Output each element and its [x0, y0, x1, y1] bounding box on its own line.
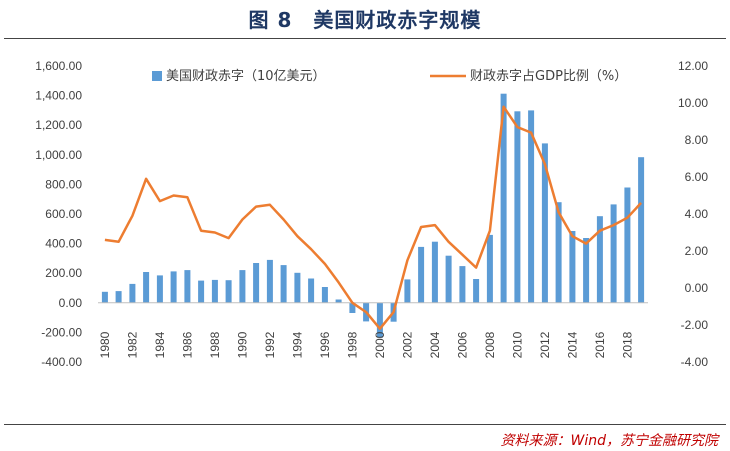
deficit-bar-1991 — [253, 263, 260, 303]
deficit-bar-1995 — [308, 278, 315, 303]
left-tick-label: 1,400.00 — [35, 89, 82, 103]
deficit-bar-2007 — [473, 279, 480, 303]
x-tick-label: 2008 — [483, 331, 497, 358]
left-tick-label: 0.00 — [59, 296, 83, 310]
x-tick-label: 1990 — [235, 331, 249, 358]
legend: 美国财政赤字（10亿美元） 财政赤字占GDP比例（%） — [152, 69, 627, 84]
right-tick-label: 0.00 — [685, 281, 709, 295]
deficit-bar-1987 — [198, 280, 205, 303]
left-tick-label: 800.00 — [45, 177, 82, 191]
right-tick-label: 6.00 — [685, 170, 709, 184]
x-tick-label: 1988 — [208, 331, 222, 358]
deficit-bar-2002 — [404, 279, 411, 303]
deficit-bar-1994 — [294, 272, 301, 303]
right-tick-label: -2.00 — [681, 318, 709, 332]
left-tick-label: 1,200.00 — [35, 118, 82, 132]
deficit-bar-2008 — [486, 234, 493, 303]
left-tick-label: 600.00 — [45, 207, 82, 221]
deficit-bar-2016 — [596, 216, 603, 303]
left-tick-label: 1,000.00 — [35, 148, 82, 162]
deficit-bar-1988 — [211, 279, 218, 303]
source-note: 资料来源：Wind，苏宁金融研究院 — [500, 433, 719, 449]
x-tick-label: 2002 — [400, 331, 414, 358]
left-tick-label: 200.00 — [45, 266, 82, 280]
right-tick-label: 4.00 — [685, 207, 709, 221]
x-tick-label: 2010 — [510, 331, 524, 358]
deficit-bar-1980 — [101, 291, 108, 303]
deficit-bar-2017 — [610, 204, 617, 303]
x-tick-label: 1986 — [180, 331, 194, 358]
x-tick-label: 1984 — [153, 331, 167, 358]
left-axis: -400.00 -200.00 0.00 200.00 400.00 600.00 800.… — [35, 59, 82, 369]
right-tick-label: 8.00 — [685, 133, 709, 147]
deficit-bar-2015 — [583, 238, 590, 303]
deficit-bar-1982 — [129, 283, 136, 303]
x-tick-label: 2016 — [593, 331, 607, 358]
deficit-bar-2006 — [459, 266, 466, 303]
left-tick-label: 1,600.00 — [35, 59, 82, 73]
deficit-bar-2009 — [500, 93, 507, 303]
deficit-bar-2019 — [638, 157, 645, 303]
x-tick-label: 2012 — [538, 331, 552, 358]
deficit-bar-2013 — [555, 202, 562, 303]
legend-label-line: 财政赤字占GDP比例（%） — [470, 69, 627, 84]
deficit-bar-1984 — [156, 275, 163, 303]
right-tick-label: 12.00 — [678, 59, 708, 73]
top-rule — [4, 38, 726, 39]
deficit-bar-1981 — [115, 291, 122, 303]
deficit-bar-2011 — [528, 110, 535, 303]
x-tick-label: 1980 — [98, 331, 112, 358]
bottom-rule — [4, 424, 726, 425]
deficit-bar-2005 — [445, 255, 452, 303]
deficit-bar-2010 — [514, 111, 521, 303]
deficit-bar-1986 — [184, 270, 191, 303]
deficit-bar-2012 — [541, 143, 548, 303]
deficit-bar-1983 — [143, 272, 150, 303]
deficit-bar-2003 — [418, 246, 425, 303]
x-tick-label: 1996 — [318, 331, 332, 358]
left-tick-label: 400.00 — [45, 237, 82, 251]
deficit-bar-2000 — [376, 302, 383, 338]
bar-series — [101, 93, 645, 338]
line-series — [104, 105, 643, 330]
x-tick-label: 2014 — [565, 331, 579, 358]
legend-label-bar: 美国财政赤字（10亿美元） — [166, 69, 326, 84]
deficit-bar-1993 — [280, 265, 287, 303]
deficit-bar-1997 — [335, 299, 342, 303]
left-tick-label: -400.00 — [41, 355, 82, 369]
x-tick-label: 2018 — [620, 331, 634, 358]
deficit-bar-1992 — [266, 259, 273, 303]
x-tick-label: 1994 — [290, 331, 304, 358]
right-tick-label: 2.00 — [685, 244, 709, 258]
x-axis: 1980 1982 1984 1986 1988 1990 1992 1994 1996 1998… — [98, 331, 635, 358]
x-tick-label: 1998 — [345, 331, 359, 358]
right-axis: -4.00 -2.00 0.00 2.00 4.00 6.00 8.00 10.00 12.00 — [678, 59, 708, 369]
deficit-bar-2004 — [431, 241, 438, 303]
x-tick-label: 2006 — [455, 331, 469, 358]
deficit-bar-2018 — [624, 187, 631, 303]
x-tick-label: 2000 — [373, 331, 387, 358]
figure-title: 图 8 美国财政赤字规模 — [248, 8, 482, 32]
deficit-bar-1985 — [170, 271, 177, 303]
right-tick-label: -4.00 — [681, 355, 709, 369]
deficit-bar-1990 — [239, 270, 246, 303]
deficit-bar-1996 — [321, 287, 328, 303]
deficit-gdp-ratio-line — [104, 105, 643, 330]
x-tick-label: 1982 — [125, 331, 139, 358]
right-tick-label: 10.00 — [678, 96, 708, 110]
deficit-bar-1998 — [349, 302, 356, 313]
deficit-bar-1989 — [225, 280, 232, 303]
deficit-bar-2014 — [569, 231, 576, 303]
legend-swatch-bar — [152, 71, 162, 81]
left-tick-label: -200.00 — [41, 325, 82, 339]
x-tick-label: 2004 — [428, 331, 442, 358]
x-tick-label: 1992 — [263, 331, 277, 358]
